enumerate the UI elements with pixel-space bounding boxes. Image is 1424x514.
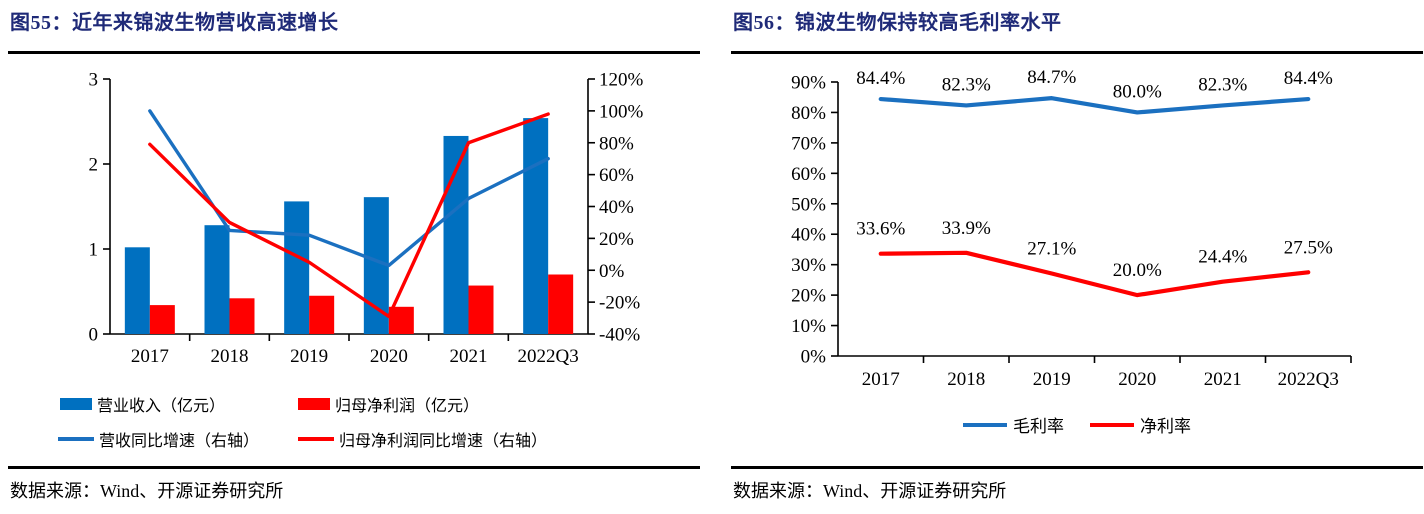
legend-item-revenue-growth: 营收同比增速（右轴） xyxy=(58,427,259,451)
right-axis-tick-label: -40% xyxy=(599,325,640,346)
right-axis-tick-label: 100% xyxy=(599,101,644,122)
gross-margin-point-label: 84.4% xyxy=(856,68,905,89)
right-axis-tick-label: 80% xyxy=(599,133,634,154)
y-axis-tick-label: 40% xyxy=(791,225,826,246)
gross-margin-point-label: 82.3% xyxy=(942,74,991,95)
right-axis-tick-label: 120% xyxy=(599,70,644,91)
legend-label-profit-growth: 归母净利润同比增速（右轴） xyxy=(339,433,548,450)
right-axis-tick-label: -20% xyxy=(599,293,640,314)
x-category-label: 2017 xyxy=(131,346,169,367)
figure-56-legend: 毛利率 净利率 xyxy=(731,412,1423,437)
profit-bar xyxy=(309,295,335,334)
y-axis-tick-label: 50% xyxy=(791,194,826,215)
y-axis-tick-label: 0% xyxy=(801,347,827,368)
right-axis-tick-label: 0% xyxy=(599,261,625,282)
x-category-label: 2017 xyxy=(862,369,900,390)
figure-55-title-rule xyxy=(8,51,700,54)
right-axis-tick-label: 60% xyxy=(599,165,634,186)
profit-growth-line xyxy=(148,112,550,319)
legend-item-revenue: 营业收入（亿元） xyxy=(60,392,225,416)
net-margin-line-swatch xyxy=(1090,422,1134,427)
figure-55-source: 数据来源：Wind、开源证券研究所 xyxy=(10,481,284,501)
profit-bar xyxy=(468,285,494,334)
net-margin-point-label: 33.9% xyxy=(942,218,991,239)
legend-label-gross-margin: 毛利率 xyxy=(1013,417,1064,436)
legend-item-net-margin: 净利率 xyxy=(1090,412,1191,437)
legend-item-profit: 归母净利润（亿元） xyxy=(298,392,479,416)
x-category-label: 2018 xyxy=(947,369,985,390)
y-axis-tick-label: 60% xyxy=(791,164,826,185)
x-category-label: 2019 xyxy=(290,346,328,367)
gross-margin-point-label: 84.7% xyxy=(1027,67,1076,88)
gross-margin-point-label: 82.3% xyxy=(1198,74,1247,95)
figure-56: 图56：锦波生物保持较高毛利率水平 0% 10% 20% 30% 40% 50% 60% 70… xyxy=(731,0,1423,514)
x-category-label: 2019 xyxy=(1033,369,1071,390)
profit-bar xyxy=(149,305,175,334)
revenue-bar xyxy=(443,135,469,334)
net-margin-point-label: 27.5% xyxy=(1284,237,1333,258)
profit-bar xyxy=(548,274,574,334)
y-axis-tick-label: 10% xyxy=(791,316,826,337)
x-category-label: 2018 xyxy=(211,346,249,367)
figure-55-legend: 营业收入（亿元） 归母净利润（亿元） 营收同比增速（右轴） 归母净利润同比增速（… xyxy=(8,392,700,456)
legend-label-revenue-growth: 营收同比增速（右轴） xyxy=(99,433,260,450)
profit-growth-line-swatch xyxy=(298,437,334,441)
x-category-label: 2020 xyxy=(370,346,408,367)
x-category-label: 2022Q3 xyxy=(1278,369,1339,390)
left-axis-tick-label: 3 xyxy=(89,70,99,91)
legend-label-revenue: 营业收入（亿元） xyxy=(97,398,226,415)
figure-55: 图55：近年来锦波生物营收高速增长 0 1 2 3 -40% -20% 0% 20% 40% 60… xyxy=(8,0,700,514)
revenue-growth-line-swatch xyxy=(58,437,94,441)
figure-56-title-rule xyxy=(731,51,1423,54)
legend-item-gross-margin: 毛利率 xyxy=(963,412,1064,437)
net-margin-point-label: 20.0% xyxy=(1113,260,1162,281)
figure-55-source-rule xyxy=(8,466,700,469)
legend-label-net-margin: 净利率 xyxy=(1140,417,1191,436)
right-axis-tick-label: 20% xyxy=(599,229,634,250)
gross-margin-line-swatch xyxy=(963,422,1007,427)
y-axis-tick-label: 20% xyxy=(791,286,826,307)
x-category-label: 2022Q3 xyxy=(518,346,579,367)
revenue-bar xyxy=(124,247,150,334)
legend-label-profit: 归母净利润（亿元） xyxy=(335,398,480,415)
legend-item-profit-growth: 归母净利润同比增速（右轴） xyxy=(298,427,547,451)
figure-56-source-rule xyxy=(731,466,1423,469)
gross-margin-line xyxy=(878,96,1311,115)
figure-56-source: 数据来源：Wind、开源证券研究所 xyxy=(733,481,1007,501)
y-axis-tick-label: 90% xyxy=(791,73,826,94)
x-category-label: 2021 xyxy=(450,346,488,367)
figure-55-title: 图55：近年来锦波生物营收高速增长 xyxy=(10,12,339,34)
x-category-label: 2021 xyxy=(1204,369,1242,390)
y-axis-tick-label: 80% xyxy=(791,103,826,124)
profit-bar xyxy=(229,298,255,334)
left-axis-tick-label: 1 xyxy=(89,240,99,261)
figure-56-title: 图56：锦波生物保持较高毛利率水平 xyxy=(733,12,1062,34)
gross-margin-point-label: 80.0% xyxy=(1113,81,1162,102)
revenue-bar xyxy=(523,118,549,334)
revenue-bar xyxy=(284,201,310,334)
revenue-growth-combo-chart: 0 1 2 3 -40% -20% 0% 20% 40% 60% 80% 100% 120% 2017 20… xyxy=(89,70,644,368)
revenue-bar xyxy=(204,225,230,334)
profit-bar-swatch xyxy=(298,398,330,410)
net-margin-point-label: 24.4% xyxy=(1198,247,1247,268)
x-category-label: 2020 xyxy=(1118,369,1156,390)
gross-margin-point-label: 84.4% xyxy=(1284,68,1333,89)
net-margin-point-label: 33.6% xyxy=(856,219,905,240)
left-axis-tick-label: 2 xyxy=(89,155,99,176)
right-axis-tick-label: 40% xyxy=(599,197,634,218)
revenue-bar-swatch xyxy=(60,398,92,410)
net-margin-point-label: 27.1% xyxy=(1027,238,1076,259)
y-axis-tick-label: 30% xyxy=(791,255,826,276)
margin-rate-line-chart: 0% 10% 20% 30% 40% 50% 60% 70% 80% 90% 2017 2018 201… xyxy=(791,67,1352,390)
left-axis-tick-label: 0 xyxy=(89,325,99,346)
net-margin-line xyxy=(878,250,1311,298)
y-axis-tick-label: 70% xyxy=(791,133,826,154)
